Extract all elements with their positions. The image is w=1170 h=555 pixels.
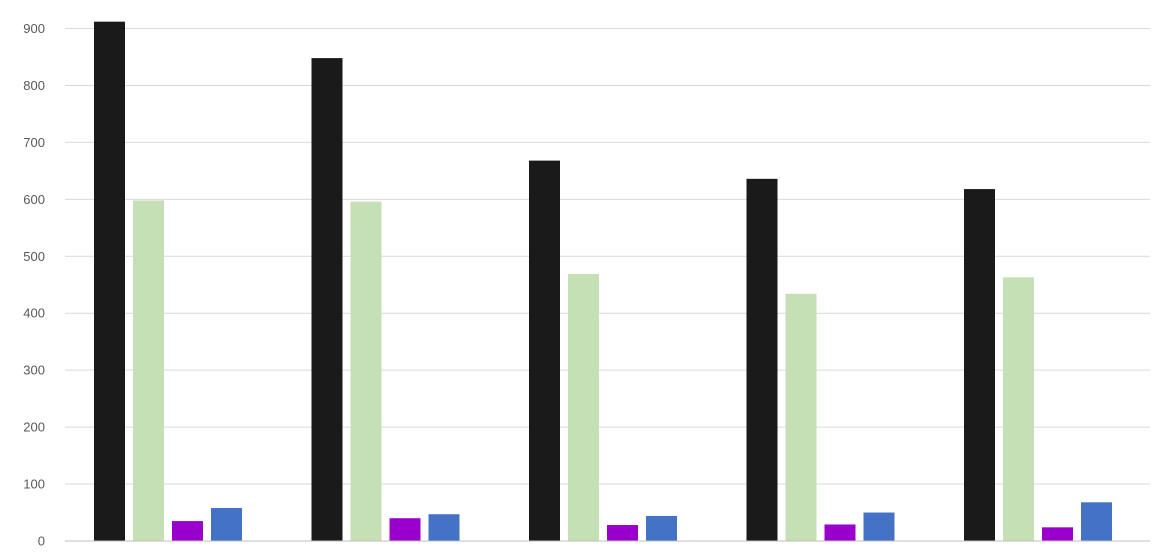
y-tick-label: 600	[23, 192, 45, 207]
bar-group-2-series-2	[350, 201, 382, 541]
bars	[94, 21, 1112, 542]
bar-group-3-series-3	[607, 525, 638, 541]
bar-group-3-series-2	[568, 273, 599, 541]
bar-group-2-series-1	[311, 58, 343, 541]
y-tick-label: 500	[23, 249, 45, 264]
bar-group-1-series-3	[172, 521, 203, 541]
y-axis-tick-labels: 0 100 200 300 400 500 600 700 800 900	[23, 21, 45, 549]
y-tick-label: 200	[23, 420, 45, 435]
bar-group-2-series-4	[428, 514, 460, 541]
bar-group-5-series-2	[1003, 277, 1034, 541]
bar-group-4-series-3	[824, 524, 856, 541]
bar-group-5-series-1	[964, 189, 995, 542]
bar-group-1-series-1	[94, 21, 125, 541]
bar-group-4-series-4	[863, 512, 895, 541]
bar-group-4-series-2	[785, 293, 817, 541]
bar-group-2-series-3	[389, 518, 421, 541]
bar-group-5-series-4	[1081, 502, 1112, 541]
bar-group-3-series-1	[529, 160, 560, 541]
bar-group-3-series-4	[646, 515, 677, 541]
y-tick-label: 0	[38, 534, 45, 549]
bar-group-1-series-4	[211, 507, 242, 541]
bar-group-1-series-2	[133, 200, 164, 541]
y-tick-label: 800	[23, 78, 45, 93]
bar-group-4-series-1	[746, 178, 778, 542]
bar-group-5-series-3	[1042, 527, 1073, 541]
y-tick-label: 100	[23, 477, 45, 492]
y-tick-label: 300	[23, 363, 45, 378]
y-tick-label: 900	[23, 21, 45, 36]
y-tick-label: 700	[23, 135, 45, 150]
y-tick-label: 400	[23, 306, 45, 321]
gridlines	[65, 28, 1150, 485]
